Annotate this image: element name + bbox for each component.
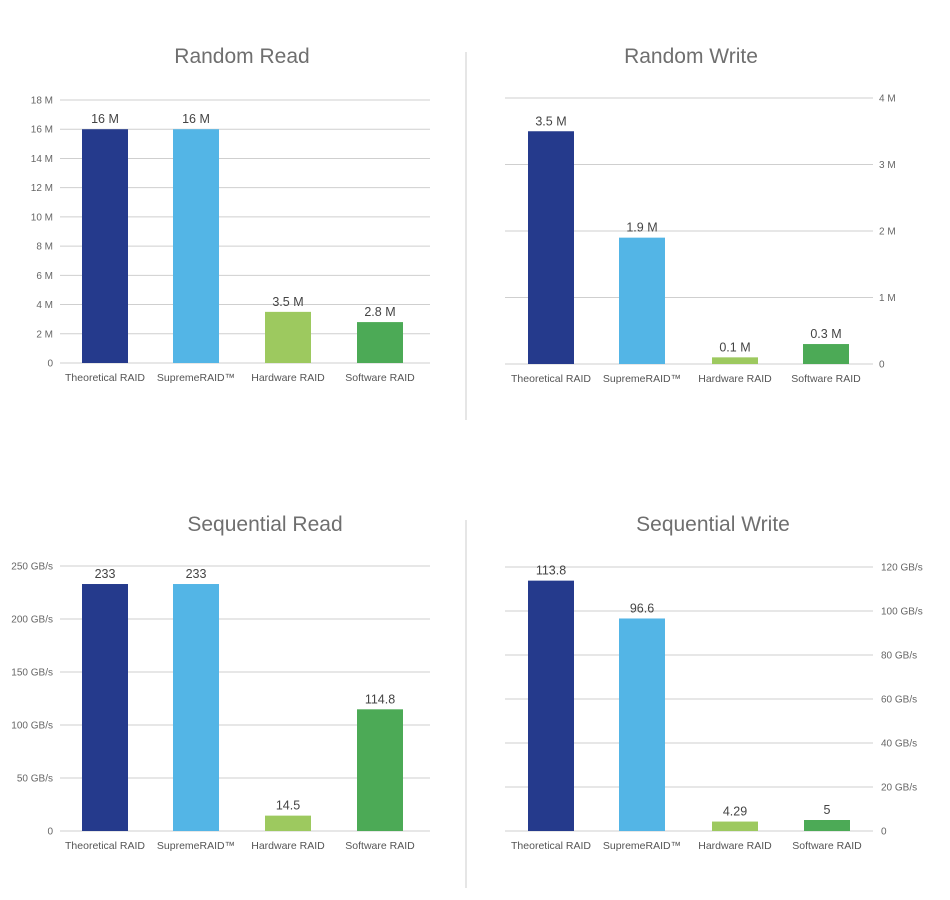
sequential-write-y-tick-label: 80 GB/s — [881, 651, 917, 662]
sequential-write-x-tick-label: Software RAID — [792, 840, 862, 852]
random-read-data-label: 3.5 M — [272, 295, 303, 309]
sequential-write-title: Sequential Write — [636, 513, 790, 536]
sequential-write-y-tick-label: 0 — [881, 827, 887, 838]
random-write-x-tick-label: Software RAID — [791, 373, 861, 385]
sequential-write-bar — [619, 618, 665, 831]
random-write-data-label: 0.1 M — [719, 340, 750, 354]
random-write-y-tick-label: 0 — [879, 360, 885, 371]
random-read-y-tick-label: 6 M — [36, 271, 53, 282]
sequential-read-x-tick-label: SupremeRAID™ — [157, 840, 235, 852]
random-read-bar — [82, 129, 128, 363]
random-write-data-label: 3.5 M — [535, 114, 566, 128]
sequential-read-y-tick-label: 150 GB/s — [11, 668, 53, 679]
sequential-write-bar — [712, 821, 758, 831]
random-read-x-tick-label: SupremeRAID™ — [157, 372, 235, 384]
random-read-x-tick-label: Hardware RAID — [251, 372, 325, 384]
random-write-y-tick-label: 2 M — [879, 227, 896, 238]
random-write-y-tick-label: 1 M — [879, 293, 896, 304]
sequential-read-y-tick-label: 200 GB/s — [11, 615, 53, 626]
random-write-y-tick-label: 3 M — [879, 160, 896, 171]
random-read-y-tick-label: 4 M — [36, 300, 53, 311]
random-read-y-tick-label: 14 M — [31, 154, 53, 165]
random-read-y-tick-label: 12 M — [31, 183, 53, 194]
sequential-read-bar — [265, 815, 311, 831]
sequential-read-bar — [173, 584, 219, 831]
sequential-write-x-tick-label: Theoretical RAID — [511, 840, 591, 852]
random-read-y-tick-label: 16 M — [31, 125, 53, 136]
sequential-write-y-tick-label: 120 GB/s — [881, 563, 923, 574]
sequential-write-data-label: 5 — [824, 803, 831, 817]
sequential-write-y-tick-label: 40 GB/s — [881, 739, 917, 750]
sequential-read-data-label: 114.8 — [365, 692, 395, 706]
random-read-y-tick-label: 2 M — [36, 329, 53, 340]
sequential-read-y-tick-label: 50 GB/s — [17, 774, 53, 785]
sequential-read-y-tick-label: 0 — [47, 827, 53, 838]
sequential-read-title: Sequential Read — [187, 513, 342, 536]
random-read-title: Random Read — [174, 45, 309, 68]
sequential-read-y-tick-label: 100 GB/s — [11, 721, 53, 732]
random-read-y-tick-label: 10 M — [31, 212, 53, 223]
sequential-read-bar — [82, 584, 128, 831]
random-write-bar — [619, 237, 665, 364]
random-read-y-tick-label: 0 — [47, 359, 53, 370]
random-read-bar — [357, 322, 403, 363]
sequential-write-data-label: 113.8 — [536, 564, 566, 578]
sequential-write-data-label: 4.29 — [723, 805, 747, 819]
random-write-data-label: 1.9 M — [626, 221, 657, 235]
random-read-data-label: 16 M — [182, 112, 210, 126]
random-read-y-tick-label: 18 M — [31, 96, 53, 107]
sequential-read-x-tick-label: Software RAID — [345, 840, 415, 852]
sequential-read-x-tick-label: Hardware RAID — [251, 840, 325, 852]
sequential-read-x-tick-label: Theoretical RAID — [65, 840, 145, 852]
sequential-read-bar — [357, 709, 403, 831]
sequential-read-data-label: 233 — [95, 567, 116, 581]
sequential-read-data-label: 233 — [186, 567, 207, 581]
random-write-bar — [803, 344, 849, 364]
sequential-write-bar — [804, 820, 850, 831]
sequential-write-data-label: 96.6 — [630, 601, 654, 615]
random-write-y-tick-label: 4 M — [879, 94, 896, 105]
random-read-data-label: 16 M — [91, 112, 119, 126]
sequential-write-bar — [528, 580, 574, 831]
random-write-x-tick-label: SupremeRAID™ — [603, 373, 681, 385]
random-write-bar — [712, 357, 758, 364]
random-read-data-label: 2.8 M — [364, 305, 395, 319]
random-write-x-tick-label: Hardware RAID — [698, 373, 772, 385]
sequential-write-x-tick-label: SupremeRAID™ — [603, 840, 681, 852]
random-read-x-tick-label: Software RAID — [345, 372, 415, 384]
random-write-title: Random Write — [624, 45, 758, 68]
random-read-x-tick-label: Theoretical RAID — [65, 372, 145, 384]
random-read-bar — [265, 311, 311, 363]
sequential-write-x-tick-label: Hardware RAID — [698, 840, 772, 852]
sequential-write-y-tick-label: 60 GB/s — [881, 695, 917, 706]
random-read-bar — [173, 129, 219, 363]
random-write-bar — [528, 131, 574, 364]
random-write-data-label: 0.3 M — [810, 327, 841, 341]
random-read-y-tick-label: 8 M — [36, 242, 53, 253]
sequential-write-y-tick-label: 100 GB/s — [881, 607, 923, 618]
random-write-x-tick-label: Theoretical RAID — [511, 373, 591, 385]
sequential-read-data-label: 14.5 — [276, 799, 300, 813]
sequential-write-y-tick-label: 20 GB/s — [881, 783, 917, 794]
sequential-read-y-tick-label: 250 GB/s — [11, 562, 53, 573]
